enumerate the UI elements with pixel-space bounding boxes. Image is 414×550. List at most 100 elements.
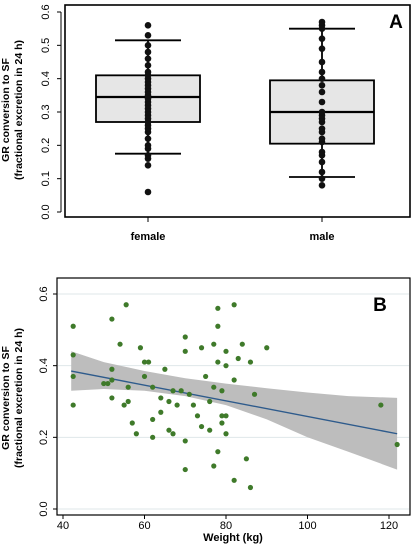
panel-b-y-label: GR conversion to SF	[0, 345, 12, 449]
data-point	[170, 431, 176, 437]
panel-b-plot-frame	[56, 277, 411, 516]
data-point	[223, 348, 229, 354]
data-point	[70, 402, 76, 408]
panel-a-boxes	[95, 27, 375, 178]
data-point-male	[318, 108, 326, 116]
y-tick-label: 0.2	[40, 138, 52, 153]
x-tick-label: 40	[57, 520, 69, 532]
data-point	[109, 377, 115, 383]
data-point	[150, 384, 156, 390]
panel-b: 0.00.20.40.6 40 60 80 100 120 B Weight (kg) …	[0, 277, 411, 544]
data-point	[174, 402, 180, 408]
panel-b-y-label-2: (fractional excretion in 24 h)	[13, 328, 25, 468]
panel-a-plot-frame	[64, 4, 411, 218]
data-point	[125, 384, 131, 390]
data-point	[231, 377, 237, 383]
data-point-male	[318, 182, 326, 189]
panel-b-x-ticks: 40 60 80 100 120	[57, 515, 398, 532]
data-point	[133, 431, 139, 437]
data-point	[182, 466, 188, 473]
panel-a-y-ticks: 0.0 0.1 0.2 0.3 0.4 0.5 0.6	[40, 4, 61, 220]
data-point	[158, 409, 164, 415]
data-point	[145, 359, 152, 365]
data-point-female	[144, 48, 152, 56]
data-point	[198, 345, 205, 351]
data-point-male	[318, 148, 326, 156]
data-point	[194, 413, 201, 419]
data-point-male	[318, 125, 326, 132]
data-point	[178, 388, 184, 394]
x-tick-label: 60	[138, 520, 150, 532]
data-point-male	[318, 135, 326, 142]
data-point	[207, 427, 213, 433]
data-point	[182, 438, 188, 444]
data-point	[70, 323, 76, 329]
y-tick-label: 0.4	[40, 71, 52, 86]
y-tick-label: 0.5	[40, 38, 52, 53]
data-point	[117, 341, 123, 347]
data-point	[109, 395, 115, 401]
data-point-female	[144, 152, 152, 159]
data-point	[182, 334, 188, 340]
panel-a: 0.0 0.1 0.2 0.3 0.4 0.5 0.6 female male A GR co…	[0, 4, 411, 243]
data-point	[223, 413, 229, 419]
regression-line	[71, 370, 398, 435]
data-point	[203, 373, 209, 380]
data-point-male	[318, 75, 326, 82]
panel-a-x-labels: female male	[131, 217, 335, 243]
data-point	[70, 373, 76, 380]
panel-a-y-label: GR conversion to SF	[0, 57, 12, 161]
data-point	[219, 420, 225, 426]
data-point	[166, 427, 172, 433]
data-point-male	[318, 82, 326, 89]
data-point-female	[144, 142, 152, 149]
data-point	[137, 345, 144, 351]
data-point	[109, 366, 115, 372]
data-point	[109, 316, 115, 322]
data-point	[101, 380, 107, 387]
data-point	[150, 434, 156, 440]
y-tick-label: 0.4	[38, 358, 50, 373]
data-point	[125, 398, 131, 405]
y-tick-label: 0.0	[38, 501, 50, 516]
data-point	[247, 484, 254, 491]
data-point	[166, 398, 172, 405]
data-point-female	[144, 22, 152, 29]
y-tick-label: 0.3	[40, 104, 52, 119]
y-tick-label: 0.6	[38, 286, 50, 301]
data-point	[211, 384, 217, 390]
y-tick-label: 0.6	[40, 4, 52, 19]
x-tick-label: 120	[380, 520, 398, 532]
data-point	[394, 441, 400, 448]
x-tick-label: 80	[220, 520, 232, 532]
data-point	[251, 391, 258, 397]
data-point	[219, 413, 225, 419]
data-point	[239, 341, 245, 347]
data-point	[150, 416, 156, 423]
y-tick-label: 0.1	[40, 171, 52, 186]
data-point	[211, 341, 217, 347]
panel-b-points	[70, 302, 400, 491]
data-point-female	[144, 42, 152, 49]
x-tick-label: 100	[298, 520, 316, 532]
data-point	[70, 352, 76, 358]
data-point	[231, 477, 237, 483]
data-point	[141, 359, 148, 365]
data-point	[182, 348, 188, 354]
data-point	[219, 388, 225, 394]
data-point	[105, 380, 111, 387]
panel-a-y-label-2: (fractional excretion in 24 h)	[13, 40, 25, 180]
data-point	[158, 395, 164, 401]
data-point	[215, 449, 221, 455]
data-point	[215, 323, 221, 329]
data-point	[247, 359, 254, 365]
data-point	[141, 373, 148, 380]
data-point	[215, 305, 221, 311]
data-point-female	[144, 135, 152, 142]
data-point	[243, 456, 249, 462]
panel-a-label: A	[389, 12, 403, 33]
data-point-male	[318, 168, 326, 176]
data-point	[198, 423, 205, 430]
data-point-male	[318, 35, 326, 42]
